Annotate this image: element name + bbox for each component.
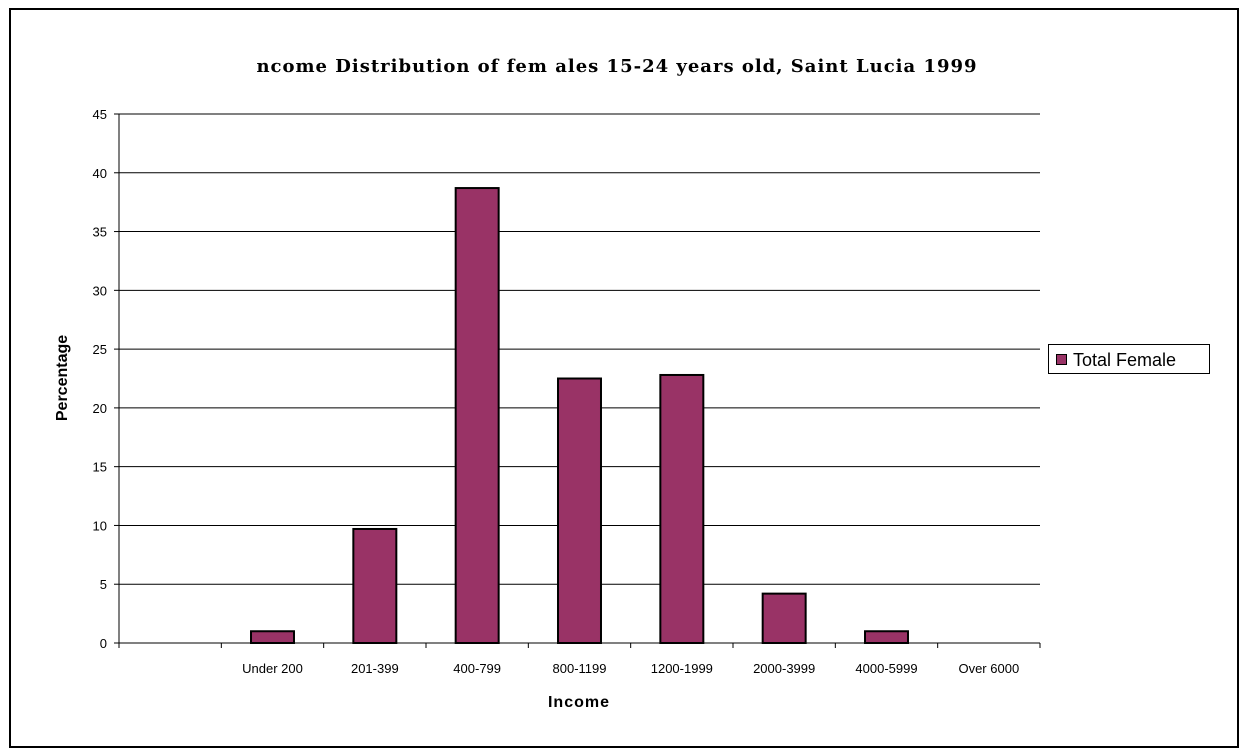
x-tick-label: Under 200 [242,661,303,676]
bars [250,187,909,645]
x-tick-label: 800-1199 [553,661,607,676]
bar [454,187,500,644]
x-tick-label: 2000-3999 [753,661,815,676]
y-tick-label: 20 [93,401,107,416]
x-tick-label: 4000-5999 [855,661,917,676]
x-tick-label: 201-399 [351,661,399,676]
y-tick-label: 25 [93,342,107,357]
y-tick-labels: 0 5 10 15 20 25 30 35 40 45 [93,107,107,651]
y-tick-label: 5 [100,577,107,592]
legend-label: Total Female [1073,350,1177,370]
x-tick-label: Over 6000 [958,661,1019,676]
y-tick-label: 10 [93,518,107,533]
bar [659,373,705,644]
y-axis-title: Percentage [54,335,71,421]
bar [864,630,909,645]
y-tick-label: 15 [93,460,107,475]
legend-swatch [1056,354,1067,365]
x-tick-labels: Under 200 201-399 400-799 800-1199 1200-1999… [242,661,1019,676]
x-tick-label: 1200-1999 [651,661,713,676]
bar [250,630,295,645]
bar [557,377,602,644]
y-tick-label: 30 [93,283,107,298]
gridlines [119,113,1040,585]
bar [352,527,398,645]
y-tick-label: 45 [93,107,107,122]
x-tick-label: 400-799 [453,661,501,676]
y-tick-label: 40 [93,166,107,181]
chart-title: ncome Distribution of fem ales 15-24 yea… [256,56,977,77]
legend: Total Female [1048,344,1210,374]
axes [114,113,1041,648]
bar [761,592,807,644]
y-tick-label: 35 [93,225,107,240]
x-axis-title: Income [548,694,610,711]
y-tick-label: 0 [100,636,107,651]
